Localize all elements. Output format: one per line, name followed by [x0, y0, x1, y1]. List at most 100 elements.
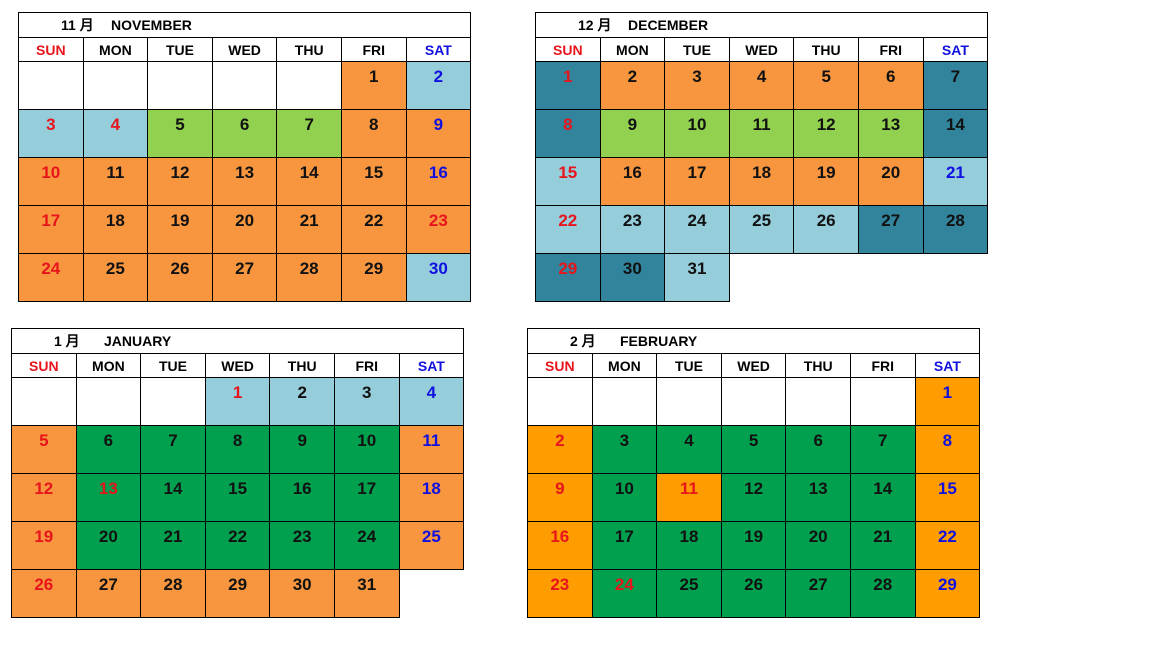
empty-day-cell — [11, 377, 77, 426]
month-number: 2 月 — [570, 333, 596, 349]
day-cell: 27 — [857, 205, 924, 254]
empty-day-cell — [18, 61, 84, 110]
day-cell: 10 — [664, 109, 730, 158]
day-cell: 10 — [18, 157, 84, 206]
empty-day-cell — [140, 377, 206, 426]
day-cell: 9 — [269, 425, 335, 474]
day-cell: 5 — [11, 425, 77, 474]
day-cell: 29 — [914, 569, 981, 618]
day-cell: 13 — [785, 473, 851, 522]
weekday-header-fri: FRI — [857, 37, 924, 62]
week-row: 16 17 18 19 20 21 22 — [527, 521, 981, 570]
day-cell: 11 — [728, 109, 795, 158]
day-cell: 16 — [599, 157, 666, 206]
empty-day-cell — [75, 377, 142, 426]
day-cell: 3 — [18, 109, 84, 158]
day-cell: 4 — [82, 109, 149, 158]
day-cell: 16 — [405, 157, 472, 206]
weekday-header-fri: FRI — [849, 353, 916, 378]
day-cell: 24 — [18, 253, 84, 302]
empty-day-cell — [656, 377, 722, 426]
day-cell: 18 — [398, 473, 465, 522]
calendar-table-december: 12 月 DECEMBER SUN MON TUE WED THU FRI SAT 1 2 3 4 5 6 7… — [534, 12, 989, 302]
day-cell: 12 — [793, 109, 859, 158]
day-cell: 10 — [591, 473, 658, 522]
day-cell: 12 — [720, 473, 787, 522]
empty-day-cell — [849, 377, 916, 426]
month-number: 1 月 — [54, 333, 80, 349]
day-cell: 1 — [204, 377, 271, 426]
day-cell: 24 — [591, 569, 658, 618]
day-cell: 12 — [147, 157, 213, 206]
day-cell: 23 — [527, 569, 593, 618]
day-cell: 8 — [204, 425, 271, 474]
week-row: 22 23 24 25 26 27 28 — [535, 205, 989, 254]
day-cell: 13 — [75, 473, 142, 522]
weekday-header-mon: MON — [75, 353, 142, 378]
day-cell: 25 — [728, 205, 795, 254]
day-cell: 17 — [664, 157, 730, 206]
calendar-table-february: 2 月 FEBRUARY SUN MON TUE WED THU FRI SAT 1 2 3 4 5 6 7 8… — [526, 328, 981, 618]
day-cell: 20 — [785, 521, 851, 570]
day-cell: 23 — [269, 521, 335, 570]
weekday-header-tue: TUE — [656, 353, 722, 378]
calendar-february: 2 月 FEBRUARY SUN MON TUE WED THU FRI SAT 1 2 3 4 5 6 7 8… — [526, 328, 981, 618]
weekday-header-tue: TUE — [140, 353, 206, 378]
empty-day-cell — [211, 61, 278, 110]
day-cell: 7 — [276, 109, 342, 158]
day-cell: 17 — [591, 521, 658, 570]
day-cell: 7 — [922, 61, 989, 110]
empty-day-cell — [82, 61, 149, 110]
day-cell: 30 — [599, 253, 666, 302]
day-cell: 15 — [914, 473, 981, 522]
day-cell: 9 — [405, 109, 472, 158]
day-cell: 31 — [664, 253, 730, 302]
week-row: 9 10 11 12 13 14 15 — [527, 473, 981, 522]
weekday-header-wed: WED — [720, 353, 787, 378]
weekday-header-thu: THU — [785, 353, 851, 378]
day-cell: 13 — [857, 109, 924, 158]
day-cell: 2 — [405, 61, 472, 110]
week-row: 26 27 28 29 30 31 — [11, 569, 464, 618]
empty-space — [858, 254, 923, 302]
day-cell: 9 — [599, 109, 666, 158]
month-name: NOVEMBER — [111, 17, 192, 33]
day-cell: 28 — [276, 253, 342, 302]
weekday-header-thu: THU — [793, 37, 859, 62]
day-cell: 18 — [656, 521, 722, 570]
weekday-header-wed: WED — [211, 37, 278, 62]
day-cell: 3 — [333, 377, 400, 426]
day-cell: 27 — [785, 569, 851, 618]
month-title: 12 月 DECEMBER — [534, 12, 989, 38]
weekday-header-thu: THU — [276, 37, 342, 62]
day-cell: 19 — [147, 205, 213, 254]
day-cell: 29 — [535, 253, 601, 302]
empty-space — [923, 254, 988, 302]
empty-day-cell — [720, 377, 787, 426]
day-cell: 5 — [720, 425, 787, 474]
day-cell: 6 — [211, 109, 278, 158]
day-cell: 14 — [140, 473, 206, 522]
calendar-table-january: 1 月 JANUARY SUN MON TUE WED THU FRI SAT 1 2 3 4 5 6 7 8 9… — [10, 328, 465, 618]
day-cell: 28 — [849, 569, 916, 618]
day-cell: 11 — [656, 473, 722, 522]
day-cell: 23 — [405, 205, 472, 254]
day-cell: 14 — [849, 473, 916, 522]
day-cell: 14 — [276, 157, 342, 206]
empty-space — [399, 570, 464, 618]
month-title: 1 月 JANUARY — [10, 328, 465, 354]
day-cell: 22 — [340, 205, 407, 254]
day-cell: 6 — [785, 425, 851, 474]
empty-space — [729, 254, 794, 302]
day-cell: 30 — [405, 253, 472, 302]
month-name: DECEMBER — [628, 17, 709, 33]
day-cell: 4 — [728, 61, 795, 110]
day-cell: 1 — [914, 377, 981, 426]
week-row: 5 6 7 8 9 10 11 — [11, 425, 465, 474]
day-cell: 26 — [720, 569, 787, 618]
empty-day-cell — [276, 61, 342, 110]
